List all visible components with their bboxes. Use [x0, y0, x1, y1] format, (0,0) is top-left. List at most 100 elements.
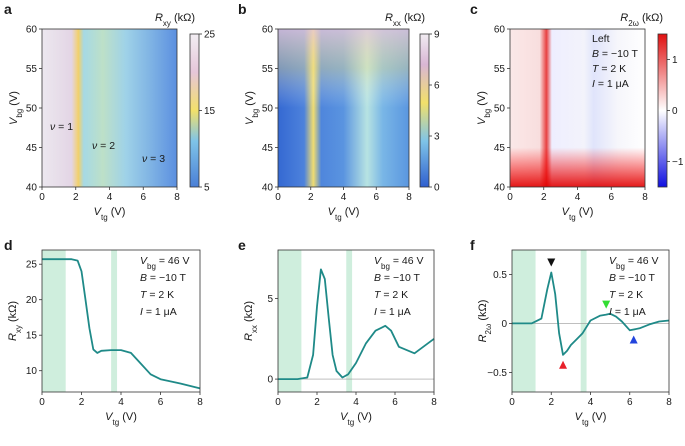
x-axis-label: Vtg (V)	[94, 206, 126, 222]
x-tick-label: 0	[39, 192, 45, 203]
x-tick-label: 0	[507, 192, 513, 203]
y-tick-label: 15	[26, 331, 38, 342]
colorbar-tick-label: 1	[672, 55, 678, 66]
filling-factor-label: ν = 2	[92, 140, 115, 152]
x-tick-label: 6	[140, 192, 146, 203]
condition-label: B = −10 T	[609, 272, 656, 284]
y-tick-label: 55	[26, 64, 38, 75]
x-tick-label: 0	[275, 192, 281, 203]
condition-label: Vbg = 46 V	[374, 255, 424, 271]
y-tick-label: 0	[267, 375, 273, 386]
colorbar-tick-label: 6	[434, 81, 440, 92]
condition-label: I = 1 μA	[592, 78, 629, 90]
x-tick-label: 6	[627, 397, 633, 408]
y-tick-label: 60	[494, 25, 506, 36]
y-tick-label: 45	[262, 143, 274, 154]
colorbar-title: Rxx (kΩ)	[385, 12, 425, 28]
x-tick-label: 4	[341, 192, 347, 203]
y-axis-label: Rxy (kΩ)	[7, 301, 23, 341]
x-axis-label: Vtg (V)	[340, 411, 372, 427]
condition-label: Vbg = 46 V	[609, 255, 659, 271]
y-axis-label: Vbg (V)	[244, 91, 260, 125]
peak-marker	[547, 258, 556, 267]
colorbar	[658, 34, 667, 187]
y-tick-label: 45	[494, 143, 506, 154]
colorbar-title: R2ω (kΩ)	[620, 12, 663, 28]
shaded-band	[346, 250, 353, 392]
data-line	[42, 258, 201, 390]
panel-label: a	[4, 1, 12, 17]
y-tick-label: 40	[262, 183, 274, 194]
y-tick-label: 60	[262, 25, 274, 36]
condition-label: I = 1 μA	[140, 306, 177, 318]
x-tick-label: 6	[373, 192, 379, 203]
y-tick-label: 45	[26, 143, 38, 154]
condition-label: T = 2 K	[140, 289, 174, 301]
data-line	[278, 268, 435, 380]
y-tick-label: 60	[26, 25, 38, 36]
x-tick-label: 2	[73, 192, 79, 203]
x-tick-label: 0	[275, 397, 281, 408]
y-tick-label: 50	[262, 104, 274, 115]
x-tick-label: 2	[308, 192, 314, 203]
x-tick-label: 8	[431, 397, 437, 408]
heatmap-overlay	[278, 29, 409, 187]
panel-label: b	[238, 1, 247, 17]
y-axis-label: Vbg (V)	[476, 91, 492, 125]
peak-marker	[629, 335, 638, 344]
x-tick-label: 2	[314, 397, 320, 408]
panel-f: f 0 2 4 6 8 0.5 0 −0.5 Vtg (V) R2ω (kΩ) Vbg = 46 VB…	[470, 237, 672, 427]
x-axis-label: Vtg (V)	[105, 411, 137, 427]
y-axis-label: Vbg (V)	[8, 91, 24, 125]
filling-factor-label: ν = 1	[50, 121, 73, 133]
panel-label: e	[238, 237, 246, 253]
colorbar-title: Rxy (kΩ)	[155, 12, 195, 28]
y-tick-label: 10	[26, 366, 38, 377]
y-tick-label: 20	[26, 295, 38, 306]
colorbar-tick-label: 15	[204, 106, 216, 117]
peak-marker	[602, 300, 611, 309]
shaded-band	[580, 250, 587, 392]
shaded-band	[512, 250, 536, 392]
peak-marker	[559, 360, 568, 369]
y-tick-label: 0	[501, 319, 507, 330]
x-tick-label: 0	[509, 397, 515, 408]
condition-label: B = −10 T	[140, 272, 187, 284]
panel-label: f	[470, 237, 475, 253]
y-tick-label: 50	[494, 104, 506, 115]
x-tick-label: 2	[541, 192, 547, 203]
x-tick-label: 6	[392, 397, 398, 408]
x-axis-label: Vtg (V)	[562, 206, 594, 222]
x-tick-label: 8	[197, 397, 203, 408]
x-tick-label: 4	[353, 397, 359, 408]
condition-label: B = −10 T	[374, 272, 421, 284]
x-tick-label: 2	[79, 397, 85, 408]
panel-e: e 0 2 4 6 8 0 5 Vtg (V) Rxx (kΩ) Vbg = 46 VB = −10…	[238, 237, 437, 427]
filling-factor-label: ν = 3	[142, 153, 165, 165]
x-tick-label: 4	[575, 192, 581, 203]
x-tick-label: 2	[548, 397, 554, 408]
colorbar	[420, 34, 429, 187]
y-tick-label: 55	[494, 64, 506, 75]
colorbar-tick-label: 0	[672, 106, 678, 117]
shaded-band	[278, 250, 302, 392]
y-tick-label: 25	[26, 260, 38, 271]
colorbar-tick-label: −1	[672, 157, 684, 168]
y-axis-label: R2ω (kΩ)	[477, 300, 493, 343]
condition-label: T = 2 K	[592, 63, 626, 75]
y-tick-label: 50	[26, 104, 38, 115]
colorbar	[190, 34, 199, 187]
x-tick-label: 8	[642, 192, 648, 203]
panel-c: c 0 2 4 6 8 40 45 50 55 60 Vtg (V) Vbg (V) R2ω (kΩ) 1 0…	[470, 1, 684, 222]
panel-label: d	[4, 237, 13, 253]
colorbar-tick-label: 0	[434, 183, 440, 194]
heatmap-image	[42, 29, 177, 187]
x-tick-label: 8	[406, 192, 412, 203]
colorbar-tick-label: 9	[434, 30, 440, 41]
condition-label: Vbg = 46 V	[140, 255, 190, 271]
colorbar-tick-label: 5	[204, 183, 210, 194]
colorbar-tick-label: 25	[204, 30, 216, 41]
x-tick-label: 6	[608, 192, 614, 203]
panel-d: d 0 2 4 6 8 10 15 20 25 Vtg (V) Rxy (kΩ) Vbg = 46 VB…	[4, 237, 203, 427]
